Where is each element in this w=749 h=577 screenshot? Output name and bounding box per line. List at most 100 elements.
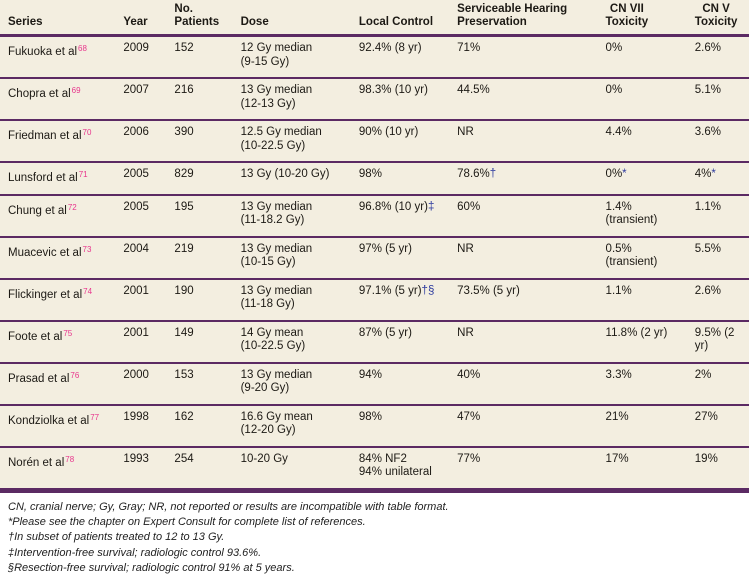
- table-row: Chung et al72 2005 195 13 Gy median (11-18.2…: [0, 194, 749, 238]
- table-row: Chopra et al69 2007 216 13 Gy median (12-13 …: [0, 78, 749, 121]
- table-row: Flickinger et al74 2001 190 13 Gy median (11…: [0, 278, 749, 322]
- cell-year: 2004: [118, 236, 163, 280]
- table-row: Norén et al78 1993 254 10-20 Gy 84% NF2 94% u…: [0, 447, 749, 488]
- cell-patients: 254: [174, 452, 194, 465]
- cell-year: 2007: [118, 78, 163, 121]
- reference-link[interactable]: 74: [83, 286, 93, 296]
- series-name: Kondziolka et al: [8, 414, 90, 427]
- cell-dose: 13 Gy median (10-15 Gy): [228, 236, 347, 280]
- reference-link[interactable]: 76: [70, 370, 80, 380]
- cell-cn7-toxicity: 3.3%: [593, 362, 683, 406]
- cell-dose: 13 Gy median (9-20 Gy): [228, 362, 347, 406]
- reference-link[interactable]: 68: [78, 44, 87, 53]
- column-header-series: Series: [0, 0, 119, 37]
- cell-series: Chung et al72: [0, 194, 119, 238]
- series-name: Chopra et al: [8, 88, 71, 100]
- cell-cn5-toxicity: 4%*: [682, 162, 749, 196]
- footnote: §Resection-free survival; radiologic con…: [8, 562, 295, 575]
- reference-link[interactable]: 77: [90, 412, 100, 422]
- cell-series: Muacevic et al73: [0, 236, 119, 280]
- reference-link[interactable]: 72: [67, 202, 77, 212]
- cell-cn7-toxicity: 0%: [593, 78, 683, 121]
- cell-dose: 12.5 Gy median (10-22.5 Gy): [228, 120, 347, 163]
- reference-link[interactable]: 73: [82, 244, 92, 254]
- cell-series: Friedman et al70: [0, 120, 119, 163]
- reference-link[interactable]: 75: [63, 328, 73, 338]
- series-name: Flickinger et al: [8, 288, 83, 301]
- column-header-cn7-toxicity: CN VII Toxicity: [593, 0, 683, 37]
- cell-year: 2000: [118, 362, 163, 406]
- cell-dose: 13 Gy median (12-13 Gy): [228, 78, 347, 121]
- footnote-marker: *: [622, 168, 627, 180]
- table-header: Series Year No. Patients Dose Local Cont…: [0, 0, 749, 37]
- footnote: †In subset of patients treated to 12 to …: [8, 531, 225, 544]
- cell-local-control: 97.1% (5 yr)†§: [346, 278, 446, 322]
- column-header-cn5-toxicity: CN V Toxicity: [682, 0, 749, 37]
- cell-series: Flickinger et al74: [0, 278, 119, 322]
- cell-patients: 152: [162, 35, 229, 79]
- cell-hearing-preservation: 44.5%: [445, 78, 594, 121]
- cell-cn7-toxicity: 4.4%: [593, 120, 683, 163]
- cell-patients: 829: [162, 162, 229, 196]
- cell-patients: 390: [162, 120, 229, 163]
- cell-patients: 216: [162, 78, 229, 121]
- cell-cn7-toxicity: 0%*: [593, 162, 683, 196]
- cell-hearing-preservation: 60%: [445, 194, 594, 238]
- series-name: Fukuoka et al: [8, 46, 78, 58]
- outcomes-table-wrap: Series Year No. Patients Dose Local Cont…: [0, 0, 749, 493]
- footnote: *Please see the chapter on Expert Consul…: [8, 515, 366, 528]
- cell-dose: 14 Gy mean (10-22.5 Gy): [228, 320, 347, 364]
- footnotes: CN, cranial nerve; Gy, Gray; NR, not rep…: [0, 492, 749, 577]
- cell-year: 1998: [118, 404, 163, 448]
- column-header-dose: Dose: [228, 0, 347, 37]
- table-row: Kondziolka et al77 1998 162 16.6 Gy mean (12…: [0, 404, 749, 448]
- cell-patients: 162: [162, 404, 229, 448]
- cell-series: Kondziolka et al77: [0, 404, 119, 448]
- cell-year: 2001: [118, 320, 163, 364]
- cell-patients: 149: [162, 320, 229, 364]
- cell-local-control: 84% NF2 94% unilateral: [358, 452, 432, 479]
- cell-local-control: 98%: [346, 162, 446, 196]
- column-header-patients: No. Patients: [162, 0, 229, 37]
- cell-year: 2009: [118, 35, 163, 79]
- cell-series: Prasad et al76: [0, 362, 119, 406]
- outcomes-table: Series Year No. Patients Dose Local Cont…: [0, 0, 749, 488]
- footnote: CN, cranial nerve; Gy, Gray; NR, not rep…: [8, 500, 449, 513]
- cell-cn5-toxicity: 2.6%: [682, 35, 749, 79]
- cell-cn5-toxicity: 5.5%: [682, 236, 749, 280]
- cell-cn5-toxicity: 27%: [682, 404, 749, 448]
- series-name: Prasad et al: [8, 372, 70, 385]
- cell-local-control: 87% (5 yr): [346, 320, 446, 364]
- cell-patients: 219: [162, 236, 229, 280]
- cell-local-control: 98%: [346, 404, 446, 448]
- cell-local-control: 96.8% (10 yr)‡: [346, 194, 446, 238]
- reference-link[interactable]: 78: [65, 454, 75, 464]
- cell-local-control: 98.3% (10 yr): [346, 78, 446, 121]
- cell-cn5-toxicity: 9.5% (2 yr): [682, 320, 749, 364]
- cell-local-control: 90% (10 yr): [346, 120, 446, 163]
- cell-local-control: 97% (5 yr): [346, 236, 446, 280]
- cell-cn7-toxicity: 0.5% (transient): [593, 236, 683, 280]
- cell-hearing-preservation: NR: [445, 236, 594, 280]
- table-row: Friedman et al70 2006 390 12.5 Gy median (10…: [0, 120, 749, 163]
- table-row: Prasad et al76 2000 153 13 Gy median (9-20 G…: [0, 362, 749, 406]
- cell-cn7-toxicity: 1.1%: [593, 278, 683, 322]
- cell-hearing-preservation: NR: [445, 120, 594, 163]
- cell-series: Norén et al78: [0, 447, 118, 488]
- cell-hearing-preservation: 78.6%†: [445, 162, 594, 196]
- cell-hearing-preservation: 73.5% (5 yr): [445, 278, 594, 322]
- table-body: Fukuoka et al68 2009 152 12 Gy median (9-15 …: [0, 35, 749, 488]
- table-row: Muacevic et al73 2004 219 13 Gy median (10-1…: [0, 236, 749, 280]
- cell-patients: 195: [162, 194, 229, 238]
- cell-series: Foote et al75: [0, 320, 119, 364]
- cell-year: 2005: [118, 194, 163, 238]
- cell-dose: 13 Gy median (11-18 Gy): [228, 278, 347, 322]
- cell-dose: 12 Gy median (9-15 Gy): [228, 35, 347, 79]
- cell-cn7-toxicity: 0%: [593, 35, 683, 79]
- reference-link[interactable]: 70: [82, 128, 92, 137]
- cell-local-control: 94%: [346, 362, 446, 406]
- reference-link[interactable]: 69: [71, 86, 81, 95]
- series-name: Chung et al: [8, 204, 67, 217]
- reference-link[interactable]: 71: [78, 170, 88, 179]
- footnote-marker: †: [489, 168, 497, 180]
